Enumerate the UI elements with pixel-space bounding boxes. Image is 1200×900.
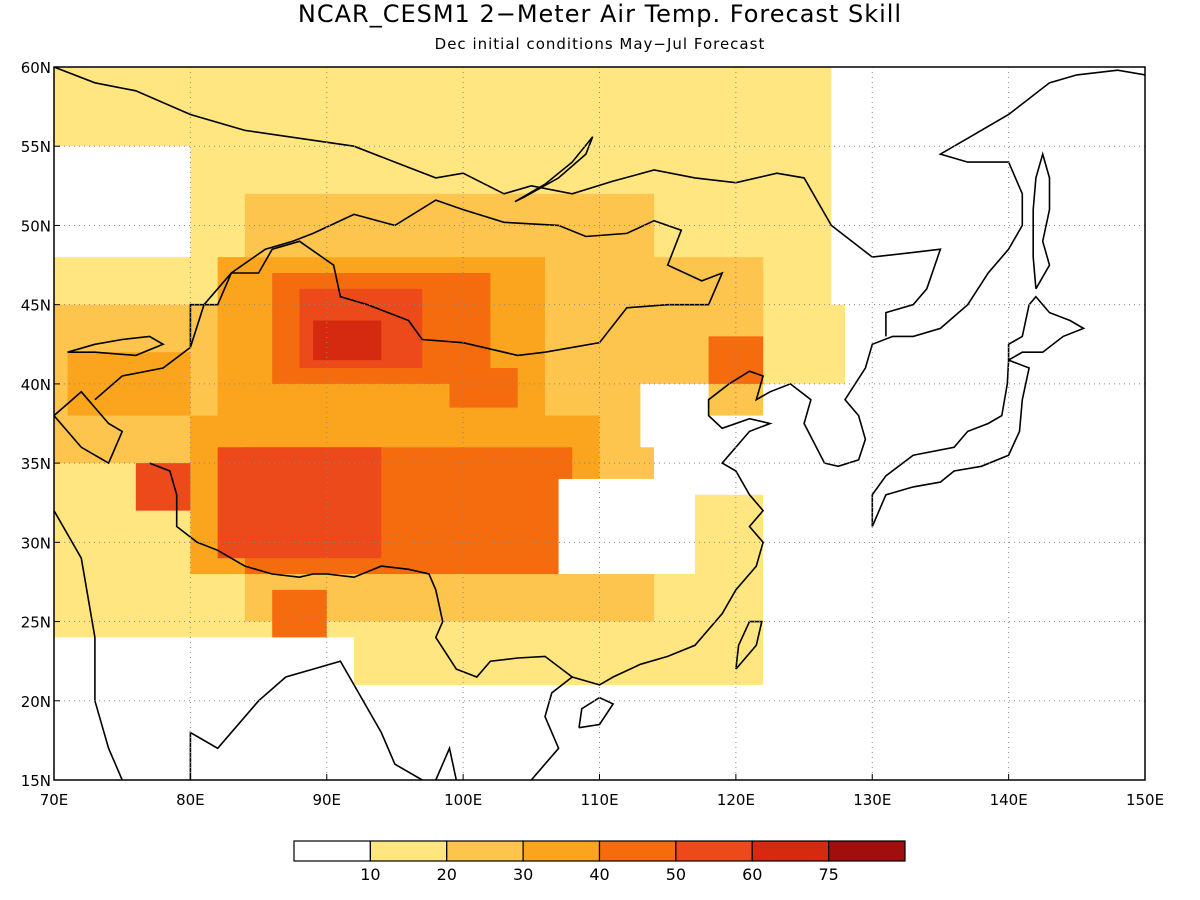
coastline-12: [514, 136, 594, 203]
gridlines: [54, 67, 1145, 780]
colorbar-swatch: [751, 840, 830, 862]
coastlines: [54, 67, 1145, 780]
y-tick-label: 35N: [21, 455, 51, 473]
colorbar-label: 40: [589, 865, 609, 884]
colorbar-label: 20: [437, 865, 457, 884]
colorbar-swatch: [675, 840, 753, 862]
coastline-13: [67, 335, 165, 357]
page-title: NCAR_CESM1 2−Meter Air Temp. Forecast Sk…: [297, 0, 903, 28]
coastline-0: [54, 510, 123, 780]
colorbar-label: 75: [818, 865, 838, 884]
x-tick-label: 70E: [40, 791, 69, 809]
x-tick-label: 120E: [717, 791, 755, 809]
skill-region-21: [558, 478, 695, 575]
skill-region-17: [449, 368, 518, 408]
colorbar-label: 60: [742, 865, 762, 884]
coastline-14: [54, 390, 124, 465]
x-tick-label: 80E: [176, 791, 205, 809]
colorbar-swatch: [522, 840, 601, 862]
colorbar-swatch: [369, 840, 448, 862]
skill-region-18: [272, 589, 327, 638]
y-tick-label: 15N: [21, 772, 51, 790]
x-tick-label: 150E: [1126, 791, 1164, 809]
coastline-1: [189, 660, 423, 780]
x-tick-label: 90E: [312, 791, 341, 809]
skill-region-22: [640, 383, 709, 448]
y-tick-label: 30N: [21, 534, 51, 552]
colorbar-label: 50: [666, 865, 686, 884]
colorbar: 10 20 30 40 50 60 75: [293, 840, 906, 884]
colorbar-swatch: [446, 840, 524, 862]
coastline-5: [1007, 295, 1086, 361]
skill-region-14: [313, 320, 382, 361]
y-tick-label: 50N: [21, 217, 51, 235]
y-tick-label: 60N: [21, 59, 51, 77]
x-tick-label: 100E: [444, 791, 482, 809]
coastline-6: [1032, 151, 1051, 290]
colorbar-swatch: [293, 840, 371, 862]
coastline-9: [94, 199, 724, 401]
coastline-11: [54, 67, 942, 337]
y-tick-label: 25N: [21, 614, 51, 632]
y-tick-label: 55N: [21, 138, 51, 156]
y-tick-label: 20N: [21, 693, 51, 711]
page-subtitle: Dec initial conditions May−Jul Forecast: [434, 35, 766, 53]
coastline-2: [435, 745, 458, 780]
x-axis: 70E 80E 90E 100E 110E 120E 130E 140E 150E: [40, 774, 1164, 809]
coastline-10: [149, 462, 573, 678]
colorbar-swatch: [828, 840, 906, 862]
x-tick-label: 140E: [990, 791, 1028, 809]
colorbar-swatch: [598, 840, 677, 862]
coastline-7: [735, 620, 763, 670]
coastline-3: [530, 69, 1145, 780]
y-tick-label: 45N: [21, 297, 51, 315]
skill-region-20: [831, 67, 1077, 305]
skill-field: [54, 67, 1145, 780]
skill-region-15: [135, 463, 191, 511]
y-tick-label: 40N: [21, 376, 51, 394]
skill-region-19: [708, 336, 764, 384]
y-axis: 15N 20N 25N 30N 35N 40N 45N 50N 55N 60N: [21, 59, 60, 790]
skill-region-12: [217, 447, 382, 559]
x-tick-label: 130E: [853, 791, 891, 809]
colorbar-label: 10: [360, 865, 380, 884]
coastline-8: [578, 696, 615, 729]
coastline-4: [871, 358, 1031, 527]
x-tick-label: 110E: [580, 791, 618, 809]
colorbar-label: 30: [513, 865, 533, 884]
skill-region-1: [54, 67, 873, 147]
